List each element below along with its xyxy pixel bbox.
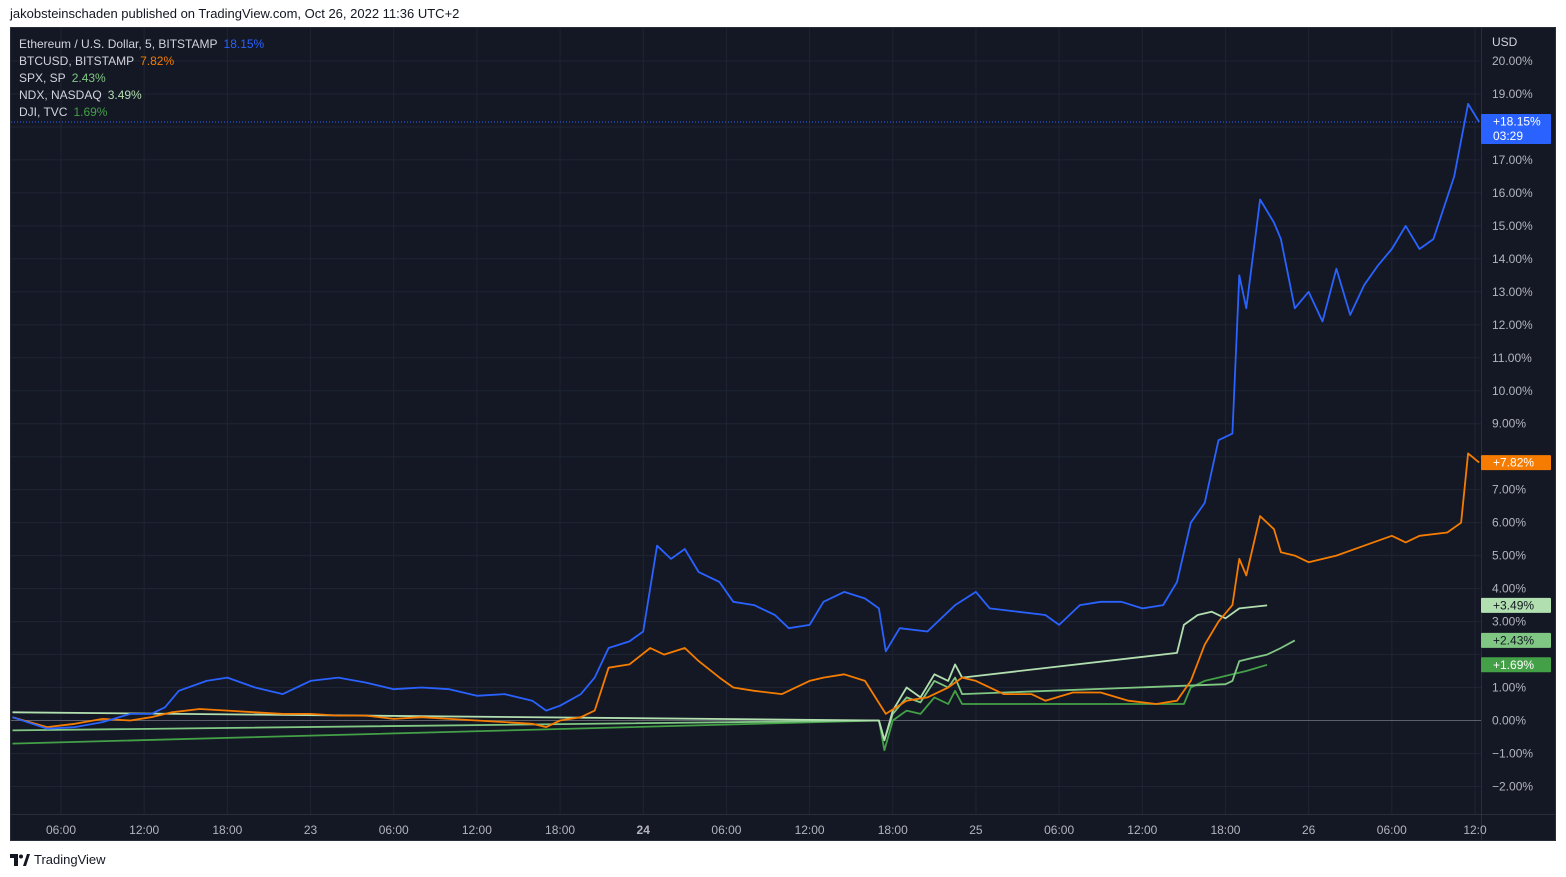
price-badge [1481, 455, 1551, 471]
chart-panel[interactable]: USD 20.00% 19.00% 17.00% 16.00% 15.00% 14.00% 1… [10, 27, 1556, 841]
x-tick-label: 12:0 [1463, 823, 1487, 837]
x-tick-label: 12:00 [129, 823, 159, 837]
x-tick-label: 18:00 [212, 823, 242, 837]
price-badge-time: 03:29 [1493, 129, 1523, 143]
legend-item[interactable]: SPX, SP 2.43% [19, 70, 264, 87]
x-tick-label: 06:00 [711, 823, 741, 837]
price-badge-label: +7.82% [1493, 456, 1534, 470]
footer: TradingView [10, 852, 106, 867]
legend-item[interactable]: DJI, TVC 1.69% [19, 104, 264, 121]
x-tick-label: 23 [304, 823, 318, 837]
price-badge-label: +1.69% [1493, 658, 1534, 672]
y-tick-label: 9.00% [1492, 417, 1526, 431]
y-tick-label: 16.00% [1492, 186, 1533, 200]
y-tick-label: 0.00% [1492, 714, 1526, 728]
y-tick-label: 12.00% [1492, 318, 1533, 332]
legend-series-value: 1.69% [73, 105, 108, 119]
x-tick-label: 06:00 [46, 823, 76, 837]
legend-item[interactable]: Ethereum / U.S. Dollar, 5, BITSTAMP 18.15… [19, 36, 264, 53]
price-badge [1481, 114, 1551, 145]
legend-series-name: SPX, SP [19, 71, 66, 85]
x-tick-label: 12:00 [462, 823, 492, 837]
y-tick-label: 6.00% [1492, 516, 1526, 530]
legend-series-name: BTCUSD, BITSTAMP [19, 54, 135, 68]
x-tick-label: 12:00 [795, 823, 825, 837]
y-tick-label: 3.00% [1492, 615, 1526, 629]
y-tick-label: 13.00% [1492, 285, 1533, 299]
x-tick-label: 25 [969, 823, 983, 837]
legend-series-value: 7.82% [140, 54, 175, 68]
series-line[interactable] [12, 452, 1480, 728]
legend-series-value: 18.15% [223, 37, 265, 51]
footer-brand: TradingView [34, 852, 106, 867]
y-tick-label: 20.00% [1492, 54, 1533, 68]
price-badge [1481, 657, 1551, 673]
plot-area[interactable] [11, 28, 1481, 814]
y-tick-label: 5.00% [1492, 549, 1526, 563]
price-badge [1481, 632, 1551, 648]
legend-series-value: 2.43% [71, 71, 106, 85]
x-tick-label: 18:00 [545, 823, 575, 837]
price-badge-label: +3.49% [1493, 598, 1534, 612]
x-tick-label: 06:00 [1377, 823, 1407, 837]
y-tick-label: −2.00% [1492, 779, 1533, 793]
x-tick-label: 26 [1302, 823, 1316, 837]
x-tick-label: 18:00 [1210, 823, 1240, 837]
currency-label: USD [1492, 35, 1518, 49]
x-tick-label: 06:00 [379, 823, 409, 837]
y-tick-label: 17.00% [1492, 153, 1533, 167]
y-tick-label: 10.00% [1492, 384, 1533, 398]
tradingview-logo-icon[interactable] [10, 853, 30, 866]
series-line[interactable] [12, 103, 1480, 730]
y-tick-label: −1.00% [1492, 746, 1533, 760]
y-tick-label: 7.00% [1492, 483, 1526, 497]
x-tick-label: 18:00 [878, 823, 908, 837]
series-line[interactable] [12, 604, 1268, 742]
publish-info: jakobsteinschaden published on TradingVi… [10, 6, 460, 21]
legend-series-name: Ethereum / U.S. Dollar, 5, BITSTAMP [19, 37, 218, 51]
x-tick-label: 12:00 [1127, 823, 1157, 837]
legend-item[interactable]: BTCUSD, BITSTAMP 7.82% [19, 53, 264, 70]
legend-series-value: 3.49% [107, 88, 142, 102]
y-tick-label: 4.00% [1492, 582, 1526, 596]
y-tick-label: 19.00% [1492, 87, 1533, 101]
legend-series-name: NDX, NASDAQ [19, 88, 102, 102]
y-tick-label: 15.00% [1492, 219, 1533, 233]
price-badge-label: +2.43% [1493, 633, 1534, 647]
y-tick-label: 11.00% [1492, 351, 1532, 365]
x-tick-label: 24 [637, 823, 651, 837]
x-tick-label: 06:00 [1044, 823, 1074, 837]
legend-item[interactable]: NDX, NASDAQ 3.49% [19, 87, 264, 104]
series-line[interactable] [12, 663, 1268, 752]
price-badge [1481, 597, 1551, 613]
price-badge-label: +18.15% [1493, 115, 1541, 129]
y-tick-label: 14.00% [1492, 252, 1533, 266]
legend-series-name: DJI, TVC [19, 105, 68, 119]
legend: Ethereum / U.S. Dollar, 5, BITSTAMP 18.15… [19, 36, 264, 121]
y-tick-label: 1.00% [1492, 681, 1526, 695]
chart-canvas[interactable]: USD 20.00% 19.00% 17.00% 16.00% 15.00% 14.00% 1… [11, 28, 1555, 840]
